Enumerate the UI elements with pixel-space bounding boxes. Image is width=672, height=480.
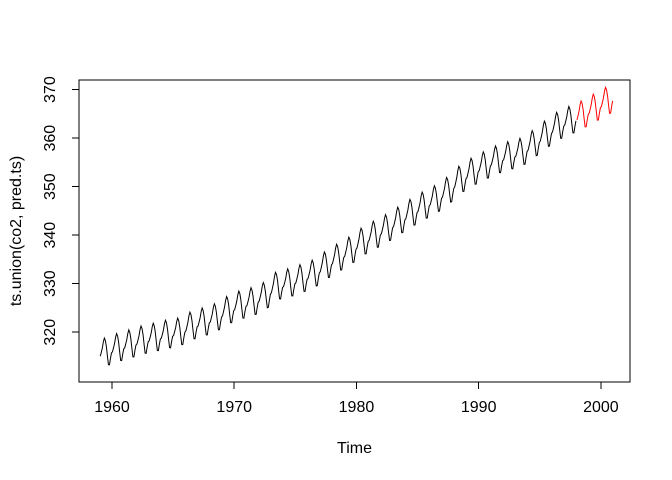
x-tick-label-2000: 2000 xyxy=(583,399,619,416)
x-tick-label-1960: 1960 xyxy=(94,399,130,416)
x-tick-label-1970: 1970 xyxy=(216,399,252,416)
prediction-series-line xyxy=(576,85,614,128)
x-tick-label-1990: 1990 xyxy=(461,399,497,416)
co2-series-line xyxy=(99,104,577,366)
y-tick-label-340: 340 xyxy=(42,222,59,249)
y-tick-label-350: 350 xyxy=(42,173,59,200)
y-tick-label-360: 360 xyxy=(42,125,59,152)
x-tick-label-1980: 1980 xyxy=(339,399,375,416)
plot-box xyxy=(78,79,631,383)
y-axis-title: ts.union(co2, pred.ts) xyxy=(8,155,25,307)
x-axis-title: Time xyxy=(337,440,372,457)
y-tick-label-330: 330 xyxy=(42,270,59,297)
y-tick-label-370: 370 xyxy=(42,76,59,103)
y-tick-label-320: 320 xyxy=(42,319,59,346)
